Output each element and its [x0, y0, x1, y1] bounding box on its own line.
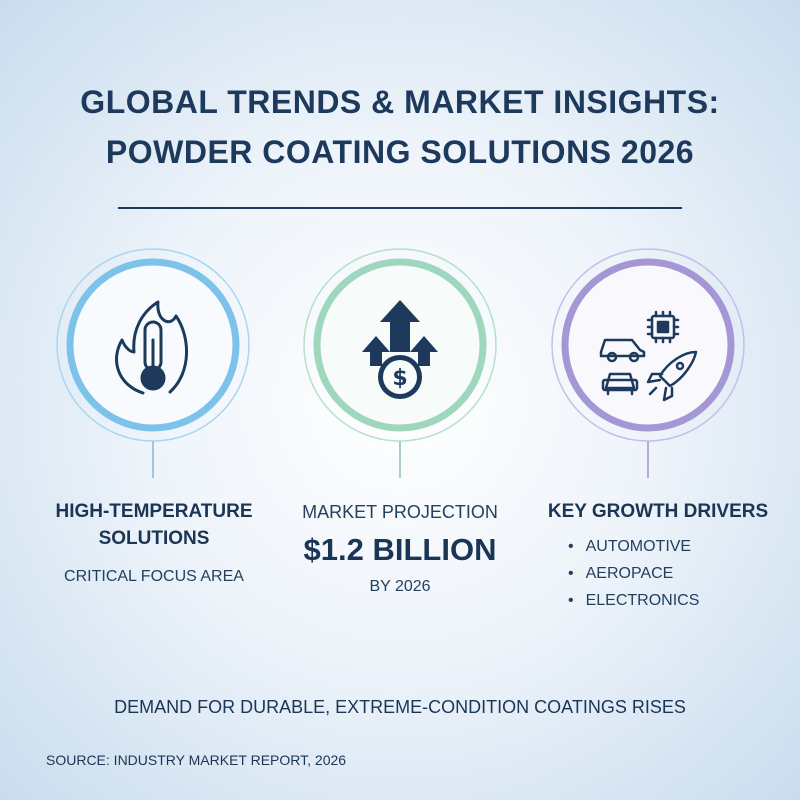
driver-item: AUTOMOTIVE: [568, 533, 699, 560]
title-line: POWDER COATING SOLUTIONS 2026: [105, 134, 695, 170]
driver-list: AUTOMOTIVE AEROPACE ELECTRONICS: [568, 533, 700, 614]
panel-subtitle: CRITICAL FOCUS AREA: [64, 568, 244, 585]
driver-item: AEROPACE: [568, 560, 699, 587]
panel-title: KEY GROWTH DRIVERS: [547, 501, 769, 522]
panel-note: BY 2026: [369, 578, 431, 595]
tagline: DEMAND FOR DURABLE, EXTREME-CONDITION CO…: [114, 697, 686, 717]
panel-value: $1.2 BILLION: [303, 532, 497, 567]
panel-label: MARKET PROJECTION: [302, 502, 498, 522]
panel-title: HIGH-TEMPERATURE SOLUTIONS: [55, 501, 253, 549]
title-line: GLOBAL TRENDS & MARKET INSIGHTS:: [80, 84, 720, 120]
driver-item: ELECTRONICS: [568, 587, 700, 614]
svg-text:$: $: [392, 366, 407, 391]
source: SOURCE: INDUSTRY MARKET REPORT, 2026: [46, 752, 347, 768]
